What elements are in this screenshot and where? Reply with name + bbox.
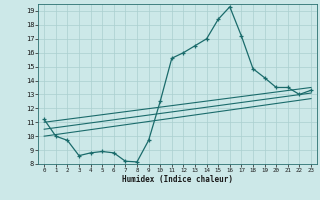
X-axis label: Humidex (Indice chaleur): Humidex (Indice chaleur) (122, 175, 233, 184)
